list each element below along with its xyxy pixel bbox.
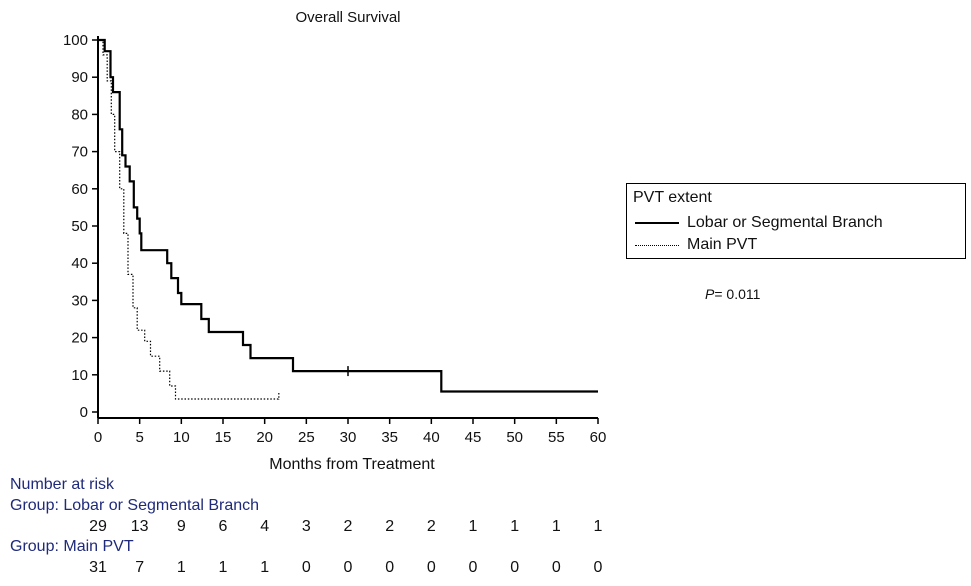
y-tick-label: 0 [80,404,88,421]
risk-count-lobar: 13 [130,518,149,535]
risk-count-lobar: 2 [426,518,436,535]
risk-count-lobar: 29 [89,518,107,535]
risk-count-lobar: 9 [176,518,186,535]
risk-count-lobar: 3 [301,518,311,535]
risk-count-lobar: 2 [385,518,395,535]
risk-group-label-main-pvt: Group: Main PVT [10,538,134,555]
risk-count-main-pvt: 0 [385,559,395,576]
legend-label-main-pvt: Main PVT [687,236,758,253]
y-tick-label: 50 [71,218,88,235]
chart-title: Overall Survival [295,9,400,26]
y-tick-label: 40 [71,255,88,272]
x-tick-label: 5 [135,429,143,446]
p-value-letter: P [705,286,715,302]
risk-count-main-pvt: 0 [551,559,561,576]
legend-title: PVT extent [633,189,712,206]
x-tick-label: 30 [340,429,357,446]
y-tick-label: 100 [63,32,88,49]
legend-swatch-solid [635,222,679,224]
risk-count-main-pvt: 31 [89,559,107,576]
legend-item-main-pvt: Main PVT [635,235,757,255]
x-tick-label: 55 [548,429,565,446]
x-tick-label: 10 [173,429,190,446]
x-tick-label: 40 [423,429,440,446]
chart-axes: 0 10 20 30 40 50 60 70 80 90 100 0 5 10 15 20 25 30 35 40 45… [63,32,606,446]
risk-group-label-lobar: Group: Lobar or Segmental Branch [10,497,260,514]
series-layer [98,38,598,400]
risk-count-main-pvt: 0 [468,559,478,576]
x-tick-label: 15 [215,429,232,446]
legend-label-lobar: Lobar or Segmental Branch [687,214,883,231]
x-tick-label: 45 [465,429,482,446]
risk-count-lobar: 1 [593,518,603,535]
y-tick-label: 10 [71,367,88,384]
x-tick-label: 50 [506,429,523,446]
legend-item-lobar: Lobar or Segmental Branch [635,213,883,233]
x-tick-label: 35 [381,429,398,446]
legend: PVT extent Lobar or Segmental Branch Mai… [626,183,966,259]
x-tick-label: 25 [298,429,315,446]
survival-curve-lobar [98,38,598,393]
survival-curve-main-pvt [98,39,279,400]
risk-count-lobar: 4 [260,518,270,535]
y-tick-label: 90 [71,69,88,86]
risk-count-main-pvt: 0 [301,559,311,576]
risk-count-main-pvt: 0 [343,559,353,576]
y-tick-label: 20 [71,330,88,347]
x-tick-label: 0 [94,429,102,446]
risk-count-lobar: 2 [343,518,353,535]
x-axis-title: Months from Treatment [269,456,435,473]
risk-table-heading: Number at risk [10,476,115,493]
y-tick-label: 80 [71,106,88,123]
y-tick-label: 30 [71,292,88,309]
number-at-risk-table: Number at risk Group: Lobar or Segmental… [0,476,640,586]
risk-count-main-pvt: 0 [510,559,520,576]
risk-count-lobar: 1 [551,518,561,535]
legend-swatch-dotted [635,244,679,246]
risk-count-lobar: 6 [218,518,228,535]
risk-count-main-pvt: 1 [218,559,228,576]
x-tick-label: 60 [590,429,607,446]
x-tick-label: 20 [256,429,273,446]
risk-count-main-pvt: 1 [260,559,270,576]
y-tick-label: 70 [71,144,88,161]
risk-count-main-pvt: 7 [135,559,145,576]
p-value-annotation: P= 0.011 [705,286,760,302]
risk-count-lobar: 1 [510,518,520,535]
y-tick-label: 60 [71,181,88,198]
risk-count-main-pvt: 0 [593,559,603,576]
risk-count-lobar: 1 [468,518,478,535]
p-value-number: = 0.011 [714,286,761,302]
risk-count-main-pvt: 0 [426,559,436,576]
risk-count-main-pvt: 1 [176,559,186,576]
